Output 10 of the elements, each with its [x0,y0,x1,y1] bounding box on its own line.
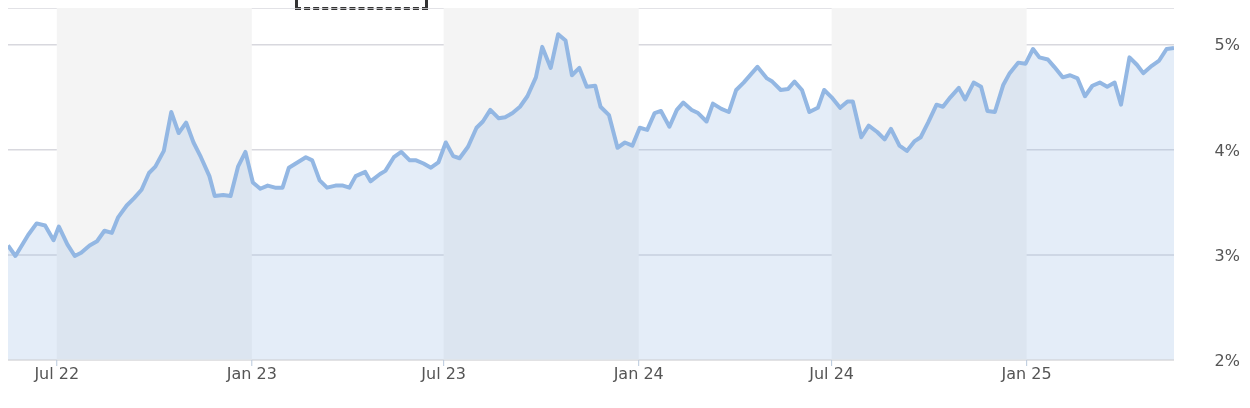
y-tick-label: 5% [1214,35,1240,55]
x-tick-label: Jan 25 [1000,364,1052,384]
x-tick-label: Jan 24 [612,364,664,384]
x-tick-label: Jul 22 [33,364,80,384]
x-tick-label: Jul 23 [420,364,467,384]
y-tick-label: 4% [1214,140,1240,160]
x-tick-label: Jan 23 [225,364,277,384]
y-tick-label: 3% [1214,245,1240,265]
y-tick-label: 2% [1214,350,1240,370]
x-tick-label: Jul 24 [808,364,854,384]
